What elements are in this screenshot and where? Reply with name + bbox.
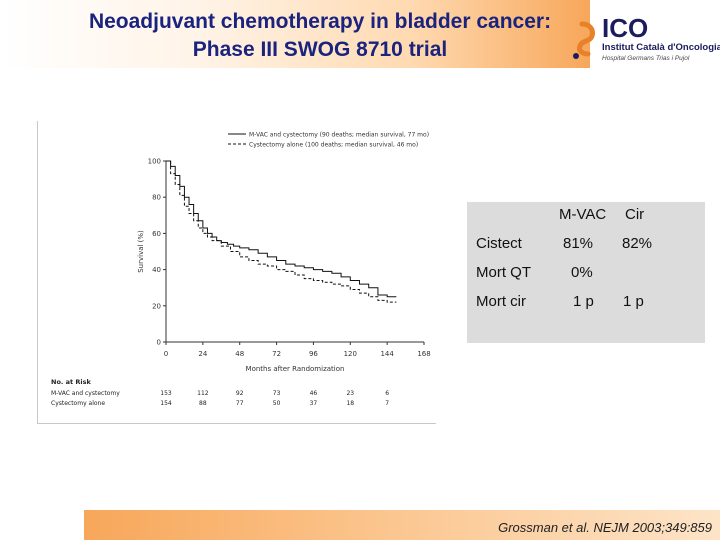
ico-logo: ICO Institut Català d'Oncologia Hospital… [566, 14, 720, 70]
cell-mort-cir-mvac: 1 p [573, 293, 594, 310]
header-mvac: M-VAC [559, 206, 607, 223]
cell-cistect-cir: 82% [622, 235, 653, 252]
risk-cell: 50 [273, 400, 281, 407]
risk-cell: 154 [160, 400, 172, 407]
x-tick-label: 96 [309, 350, 318, 358]
risk-cell: 23 [346, 390, 354, 397]
risk-cell: 112 [197, 390, 209, 397]
kaplan-meier-chart: 0 24 48 72 96 120 144 168 0 20 40 60 80 100 Months aft… [51, 132, 431, 408]
risk-cell: 7 [385, 400, 389, 407]
x-tick-label: 144 [380, 350, 394, 358]
risk-cell: 6 [385, 390, 389, 397]
x-tick-label: 72 [272, 350, 281, 358]
row-label-mort-cir: Mort cir [476, 293, 526, 310]
y-tick-label: 40 [152, 266, 161, 274]
y-tick-label: 80 [152, 194, 161, 202]
risk-row-label: M-VAC and cystectomy [51, 390, 120, 397]
risk-cell: 46 [310, 390, 318, 397]
series-line-1 [166, 160, 397, 298]
logo-name: ICO [602, 13, 649, 43]
survival-figure: 0 24 48 72 96 120 144 168 0 20 40 60 80 100 Months aft… [37, 121, 436, 424]
y-tick-label: 20 [152, 302, 161, 310]
header-cir: Cir [625, 206, 645, 223]
x-axis-title: Months after Randomization [246, 365, 345, 373]
legend-label-2: Cystectomy alone (100 deaths; median sur… [249, 142, 418, 149]
x-tick-label: 48 [235, 350, 244, 358]
risk-cell: 153 [160, 390, 172, 397]
title-line-2: Phase III SWOG 8710 trial [192, 38, 448, 61]
risk-cell: 92 [236, 390, 244, 397]
row-label-mort-qt: Mort QT [476, 264, 531, 281]
y-axis-title: Survival (%) [137, 230, 145, 273]
risk-row-label: Cystectomy alone [51, 400, 105, 407]
risk-cell: 88 [199, 400, 207, 407]
cell-mort-qt-mvac: 0% [571, 264, 593, 281]
risk-cell: 37 [310, 400, 318, 407]
citation: Grossman et al. NEJM 2003;349:859 [498, 520, 712, 535]
risk-table-title: No. at Risk [51, 378, 91, 386]
footer-gradient-band [84, 510, 720, 540]
x-tick-label: 0 [164, 350, 168, 358]
logo-institution: Institut Català d'Oncologia [602, 42, 720, 53]
header-gradient-band [0, 0, 590, 68]
title-line-1: Neoadjuvant chemotherapy in bladder canc… [88, 10, 552, 33]
row-label-cistect: Cistect [476, 235, 522, 252]
logo-hospital: Hospital Germans Trias i Pujol [602, 55, 690, 62]
legend-label-1: M-VAC and cystectomy (90 deaths; median … [249, 132, 429, 139]
slide-title: Neoadjuvant chemotherapy in bladder canc… [40, 8, 600, 64]
risk-cell: 73 [273, 390, 281, 397]
x-tick-label: 120 [344, 350, 357, 358]
ico-logo-mark-icon [573, 21, 595, 59]
risk-cell: 18 [346, 400, 354, 407]
y-tick-label: 100 [148, 158, 161, 166]
cell-cistect-mvac: 81% [563, 235, 594, 252]
cell-mort-cir-cir: 1 p [623, 293, 644, 310]
y-tick-label: 0 [157, 339, 161, 347]
x-tick-label: 24 [198, 350, 207, 358]
risk-cell: 77 [236, 400, 244, 407]
series-line-2 [166, 160, 397, 303]
y-tick-label: 60 [152, 230, 161, 238]
results-table: M-VAC Cir Cistect 81% 82% Mort QT 0% Mor… [467, 202, 705, 343]
x-tick-label: 168 [417, 350, 430, 358]
